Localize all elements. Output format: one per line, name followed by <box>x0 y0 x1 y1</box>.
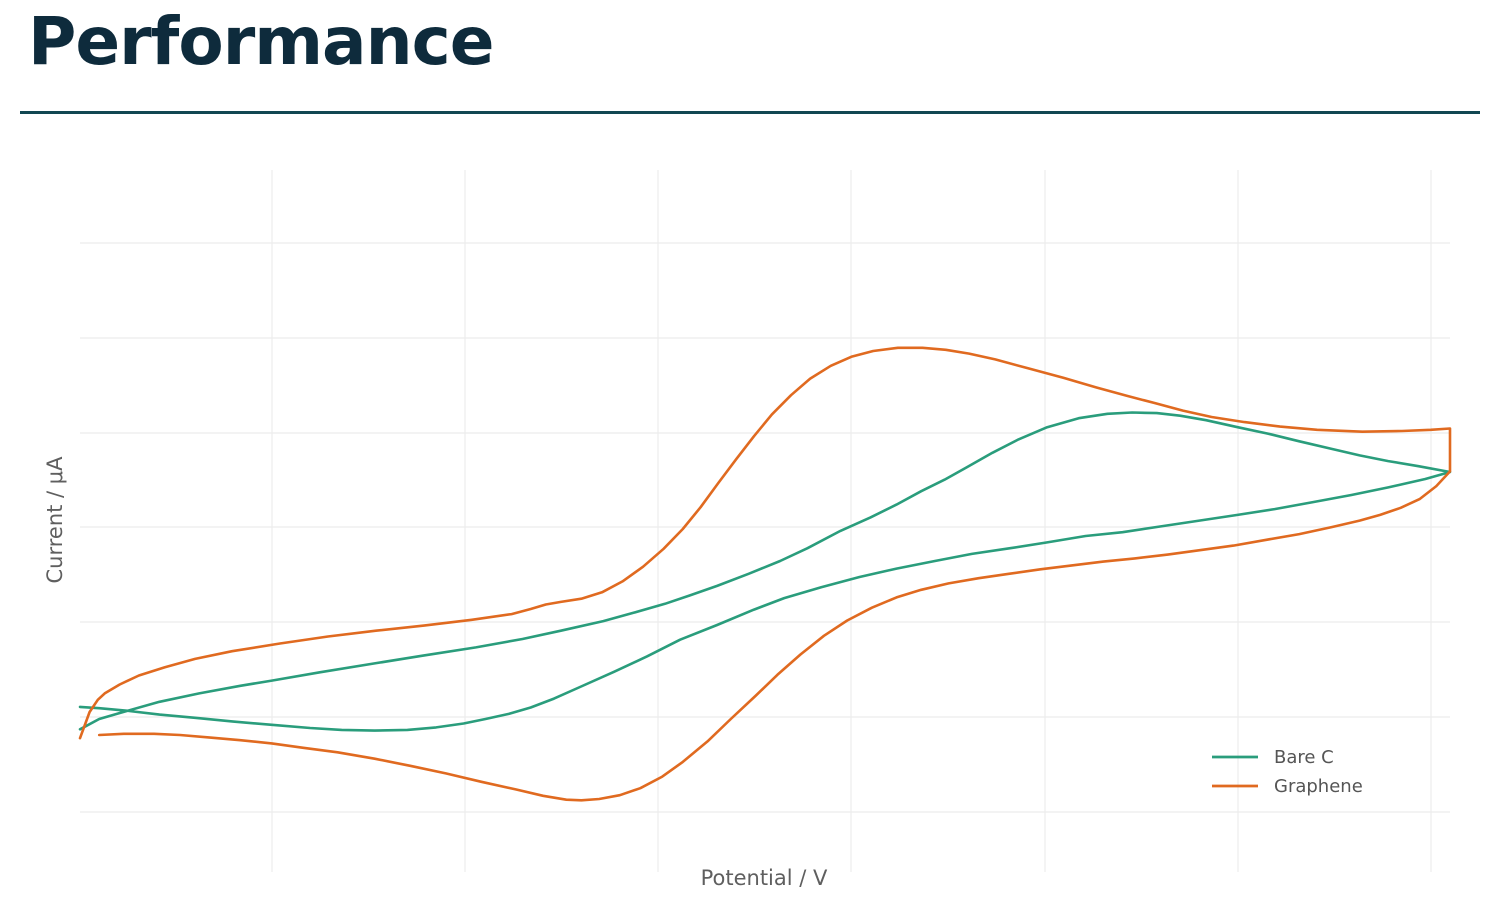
series-line-bare-c <box>78 411 1452 732</box>
y-axis-label: Current / μA <box>43 456 67 584</box>
chart-legend: Bare C Graphene <box>1212 747 1363 797</box>
legend-label-graphene: Graphene <box>1274 776 1363 797</box>
chart-series <box>78 346 1452 802</box>
legend-label-bare-c: Bare C <box>1274 747 1334 768</box>
chart-grid <box>80 170 1450 872</box>
x-axis-label: Potential / V <box>701 866 828 890</box>
title-divider <box>20 111 1480 114</box>
page-title: Performance <box>28 3 494 80</box>
series-line-graphene <box>78 346 1452 802</box>
